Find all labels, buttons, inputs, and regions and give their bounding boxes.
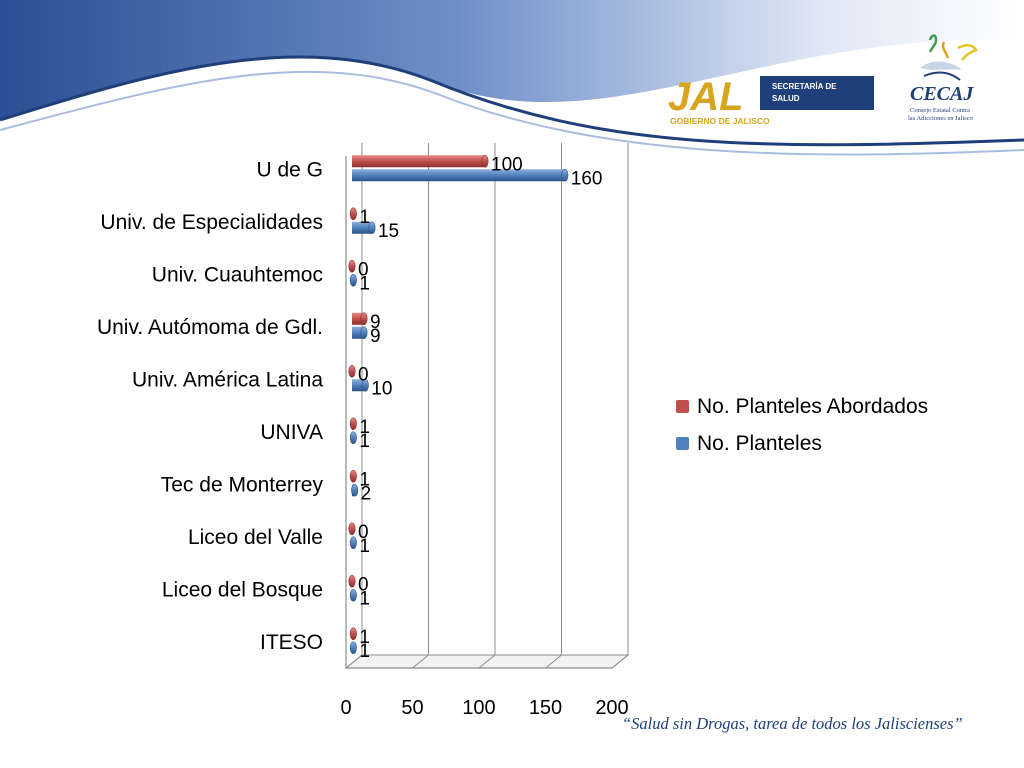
cecaj-logo: CECAJ Consejo Estatal Contra las Adiccio… (908, 34, 978, 122)
bar-cap (349, 417, 357, 431)
category-label: Tec de Monterrey (161, 473, 324, 496)
bar-cap (349, 627, 357, 641)
data-label: 160 (571, 168, 603, 189)
data-label: 1 (359, 431, 370, 452)
category-label: Univ. Cuauhtemoc (152, 263, 323, 286)
cecaj-subtitle-1: Consejo Estatal Contra (910, 107, 970, 114)
bar-cap (348, 574, 356, 588)
legend-item-abordados: No. Planteles Abordados (676, 388, 928, 425)
bar (352, 379, 366, 392)
x-tick-labels: 0 50 100 150 200 (340, 697, 628, 719)
bar (352, 312, 364, 325)
grid-floor-line (545, 654, 562, 669)
legend-label-abordados: No. Planteles Abordados (697, 394, 929, 418)
legend-item-planteles: No. Planteles (676, 425, 928, 462)
data-label: 9 (370, 326, 381, 347)
x-tick-label: 50 (401, 697, 423, 719)
category-label: UNIVA (260, 421, 323, 444)
bar-cap (351, 483, 359, 497)
category-label: Univ. de Especialidades (100, 211, 323, 234)
bar-cap (348, 259, 356, 273)
jal-secretaria-text: SECRETARÍA DE (772, 82, 837, 91)
x-tick-label: 100 (462, 697, 495, 719)
x-tick-label: 200 (595, 697, 628, 719)
x-tick-label: 0 (340, 697, 351, 719)
grid-floor-line (611, 654, 629, 669)
category-label: Liceo del Bosque (162, 578, 323, 601)
category-label: Univ. Autómoma de Gdl. (97, 316, 323, 339)
legend-swatch-planteles (676, 437, 689, 450)
bar-cap (360, 326, 368, 340)
bar-cap (361, 378, 369, 392)
category-label: U de G (256, 158, 323, 181)
data-label: 15 (378, 221, 399, 242)
legend-swatch-abordados (676, 400, 689, 413)
legend-label-planteles: No. Planteles (697, 431, 822, 455)
data-label: 0 (358, 574, 369, 595)
data-label: 10 (371, 378, 392, 399)
bar-cap (349, 536, 357, 550)
grid-floor-line (412, 654, 429, 669)
data-label: 1 (359, 641, 370, 662)
jal-gobierno-text: GOBIERNO DE JALISCO (670, 116, 770, 126)
bar (352, 326, 364, 339)
category-label: ITESO (260, 631, 323, 654)
data-label: 0 (358, 522, 369, 543)
data-label: 1 (359, 273, 370, 294)
footer-slogan: “Salud sin Drogas, tarea de todos los Ja… (622, 714, 963, 733)
bar-cap (561, 168, 569, 182)
bar (352, 169, 565, 182)
data-label: 1 (359, 536, 370, 557)
bar-cap (349, 431, 357, 445)
data-label: 1 (359, 417, 370, 438)
data-label: 100 (491, 154, 523, 175)
bar-cap (349, 588, 357, 602)
bar (352, 155, 485, 168)
data-label: 0 (358, 364, 369, 385)
grid-floor-line (478, 654, 496, 669)
jal-salud-text: SALUD (772, 94, 800, 103)
bar-cap (348, 522, 356, 536)
header-background (0, 0, 1024, 156)
bar-cap (368, 221, 376, 235)
bar (352, 221, 372, 234)
x-tick-label: 150 (529, 697, 562, 719)
data-label: 9 (370, 312, 381, 333)
bar-cap (349, 641, 357, 655)
category-labels: U de G Univ. de Especialidades Univ. Cuauh… (97, 158, 324, 654)
category-label: Liceo del Valle (188, 526, 323, 549)
data-label: 1 (359, 469, 370, 490)
data-label: 1 (359, 588, 370, 609)
bar-cap (349, 469, 357, 483)
bar-cap (348, 364, 356, 378)
bars (348, 154, 569, 655)
bar-cap (481, 154, 489, 168)
bar-cap (360, 312, 368, 326)
cecaj-title: CECAJ (910, 83, 974, 105)
category-label: Univ. América Latina (132, 368, 323, 391)
gobierno-jalisco-logo: JAL GOBIERNO DE JALISCO SECRETARÍA DE SA… (668, 75, 874, 126)
legend: No. Planteles Abordados No. Planteles (676, 388, 928, 462)
data-label: 0 (358, 259, 369, 280)
data-label: 1 (359, 627, 370, 648)
data-label: 2 (361, 483, 372, 504)
bar-cap (349, 207, 357, 221)
bar-cap (349, 273, 357, 287)
jal-logo-text: JAL (668, 75, 744, 119)
grid-floor-line (345, 654, 363, 669)
data-label: 1 (359, 207, 370, 228)
cecaj-subtitle-2: las Adicciones en Jalisco (908, 115, 973, 122)
